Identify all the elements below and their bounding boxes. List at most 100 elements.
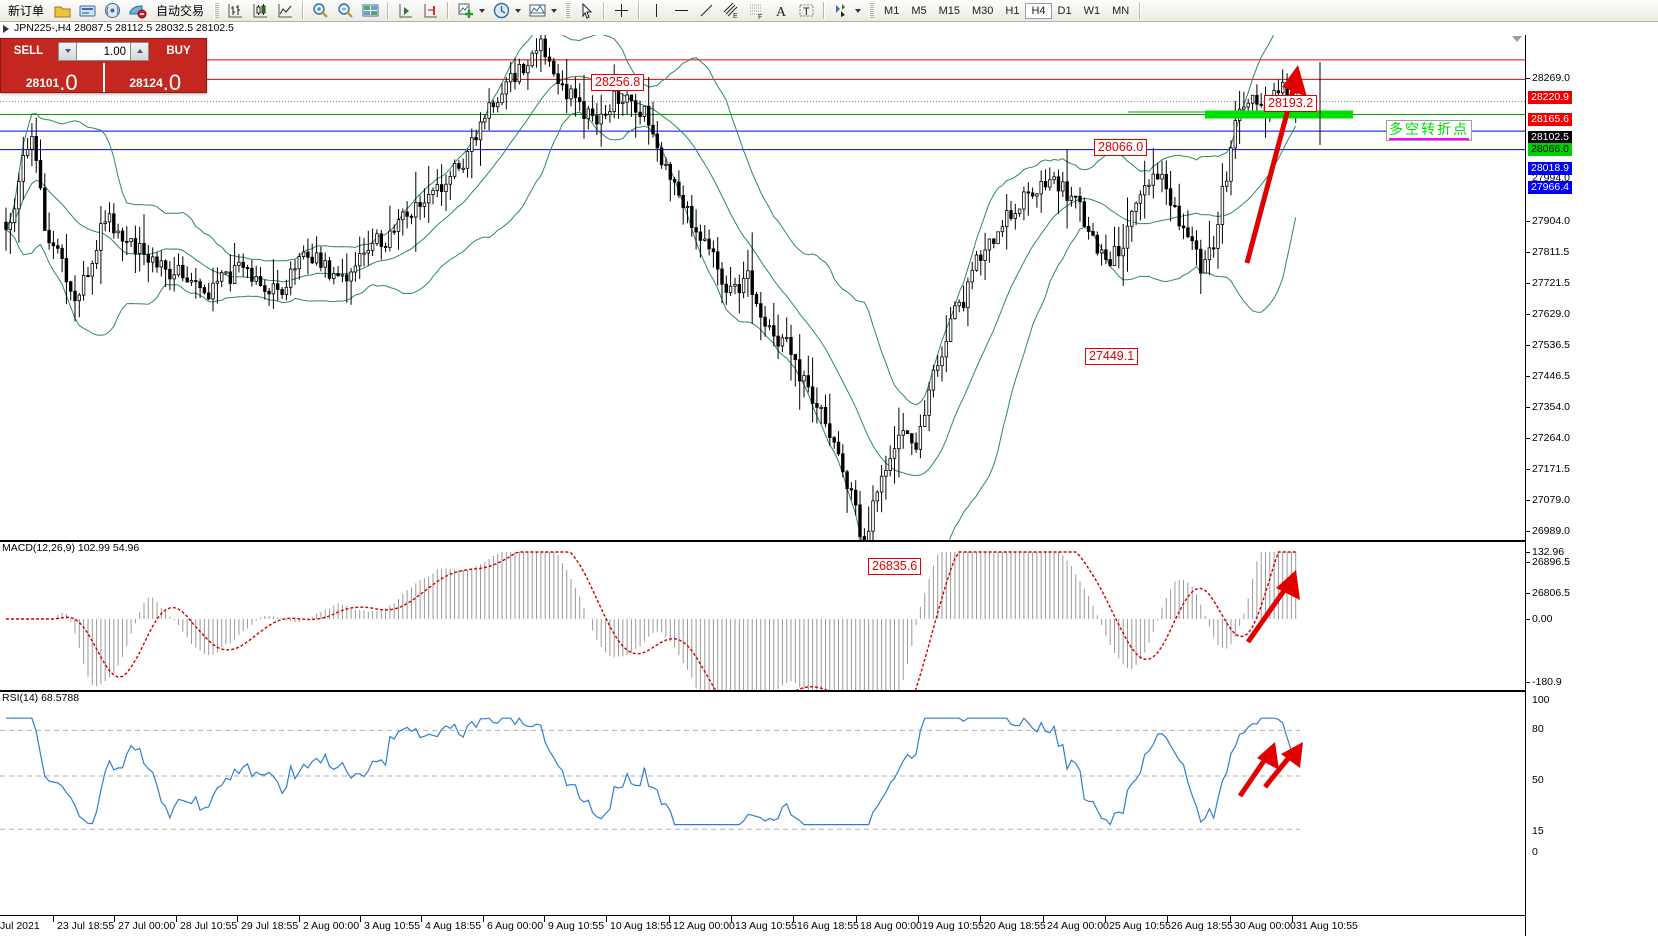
- pane-separator-1[interactable]: [0, 540, 1658, 542]
- folder-icon[interactable]: [50, 1, 75, 21]
- templates-dropdown-caret[interactable]: [551, 8, 558, 13]
- price-tag-28193[interactable]: 28193.2: [1264, 95, 1318, 112]
- price-scale-label: 27264.0: [1532, 432, 1570, 444]
- price-tag-28066[interactable]: 28066.0: [1094, 139, 1148, 156]
- timeframe-mn[interactable]: MN: [1112, 4, 1130, 17]
- price-scale-label: 26806.5: [1532, 587, 1570, 599]
- timeframe-h4[interactable]: H4: [1025, 2, 1052, 19]
- autotrading-icon[interactable]: [125, 1, 150, 21]
- buy-button[interactable]: BUY: [166, 45, 191, 57]
- timeframe-m15[interactable]: M15: [938, 4, 960, 17]
- shapes-icon[interactable]: [829, 1, 854, 21]
- templates-icon[interactable]: [525, 1, 550, 21]
- macd-scale-label: -180.9: [1532, 676, 1562, 688]
- pane-separator-2[interactable]: [0, 690, 1658, 692]
- volume-decrease-button[interactable]: [58, 41, 77, 61]
- fibonacci-icon[interactable]: F: [744, 1, 769, 21]
- trendline-icon[interactable]: [694, 1, 719, 21]
- buy-price[interactable]: 28124.0: [129, 70, 182, 95]
- chart-area[interactable]: MACD(12,26,9) 102.99 54.96 RSI(14) 68.57…: [0, 35, 1658, 936]
- toolbar-grip-1[interactable]: [214, 2, 220, 19]
- volume-increase-button[interactable]: [130, 41, 149, 61]
- price-scale-label: 27171.5: [1532, 463, 1570, 475]
- volume-stepper[interactable]: 1.00: [58, 41, 149, 61]
- toolbar-divider-1: [302, 2, 305, 19]
- timeframe-m30[interactable]: M30: [972, 4, 994, 17]
- svg-text:E: E: [733, 13, 738, 20]
- zoom-out-icon[interactable]: [333, 1, 358, 21]
- macd-pane[interactable]: MACD(12,26,9) 102.99 54.96: [0, 542, 1658, 690]
- cursor-icon[interactable]: [574, 1, 599, 21]
- text-icon[interactable]: A: [769, 1, 794, 21]
- terminal-icon[interactable]: [75, 1, 100, 21]
- price-scale-highlight: 28220.9: [1528, 91, 1572, 104]
- macd-scale-label: 132.96: [1532, 546, 1565, 558]
- symbol-info-bar: JPN225-,H4 28087.5 28112.5 28032.5 28102…: [0, 22, 1658, 35]
- sell-price[interactable]: 28101.0: [1, 63, 105, 95]
- price-tag-28256[interactable]: 28256.8: [591, 74, 645, 91]
- chart-expand-icon[interactable]: [3, 25, 9, 33]
- signals-icon[interactable]: [100, 1, 125, 21]
- equidistant-channel-icon[interactable]: E: [719, 1, 744, 21]
- rsi-indicator-label: RSI(14) 68.5788: [2, 692, 80, 704]
- price-tag-26835[interactable]: 26835.6: [868, 558, 922, 575]
- time-axis-label: 24 Aug 00:00: [1047, 920, 1109, 932]
- time-axis-label: 26 Aug 18:55: [1171, 920, 1233, 932]
- svg-text:T: T: [803, 6, 810, 18]
- rsi-pane[interactable]: RSI(14) 68.5788: [0, 692, 1658, 916]
- autotrading-label[interactable]: 自动交易: [156, 4, 205, 18]
- price-scale-label: 27079.0: [1532, 494, 1570, 506]
- candlestick-chart-icon[interactable]: [248, 1, 273, 21]
- horizontal-line-icon[interactable]: [669, 1, 694, 21]
- price-scale-label: 27354.0: [1532, 401, 1570, 413]
- macd-chart-svg[interactable]: [0, 542, 1525, 690]
- bar-chart-icon[interactable]: [223, 1, 248, 21]
- time-axis-label: 4 Aug 18:55: [425, 920, 482, 932]
- indicators-dropdown-caret[interactable]: [479, 8, 486, 13]
- toolbar-divider-5: [638, 2, 641, 19]
- period-icon[interactable]: [489, 1, 514, 21]
- zoom-in-icon[interactable]: [308, 1, 333, 21]
- time-axis-label: 2 Aug 00:00: [303, 920, 360, 932]
- timeframe-w1[interactable]: W1: [1083, 4, 1101, 17]
- price-pane[interactable]: [0, 35, 1658, 540]
- timeframe-m1[interactable]: M1: [884, 4, 900, 17]
- period-dropdown-caret[interactable]: [515, 8, 522, 13]
- line-chart-icon[interactable]: [273, 1, 298, 21]
- rsi-chart-svg[interactable]: [0, 692, 1525, 916]
- time-axis-label: 6 Aug 00:00: [487, 920, 544, 932]
- symbol-info-text: JPN225-,H4 28087.5 28112.5 28032.5 28102…: [14, 22, 234, 34]
- chart-scroll-indicator[interactable]: [1512, 36, 1522, 42]
- price-scale-highlight: 28102.5: [1528, 131, 1572, 144]
- toolbar-divider-3: [447, 2, 450, 19]
- chinese-annotation-note[interactable]: 多空转折点: [1386, 120, 1472, 141]
- time-axis[interactable]: Jul 2021 23 Jul 18:55 27 Jul 00:00 28 Jul 1…: [0, 915, 1525, 936]
- sell-button[interactable]: SELL: [13, 45, 44, 57]
- crosshair-icon[interactable]: [609, 1, 634, 21]
- time-axis-label: 18 Aug 00:00: [860, 920, 922, 932]
- text-label-icon[interactable]: T: [794, 1, 819, 21]
- one-click-trading-panel[interactable]: SELL 1.00 BUY 28101.0 28124.0: [0, 38, 207, 95]
- timeframe-d1[interactable]: D1: [1057, 4, 1072, 17]
- timeframe-m5[interactable]: M5: [911, 4, 927, 17]
- volume-input[interactable]: 1.00: [77, 41, 130, 61]
- scroll-end-icon[interactable]: [393, 1, 418, 21]
- main-toolbar[interactable]: 新订单 自动交易: [0, 0, 1658, 22]
- vertical-line-icon[interactable]: [644, 1, 669, 21]
- price-scale[interactable]: 28269.0 27904.0 27811.5 27721.5 27629.0 27536…: [1525, 35, 1658, 936]
- svg-text:A: A: [776, 5, 787, 20]
- toolbar-grip-2[interactable]: [565, 2, 571, 19]
- price-scale-label: 26896.5: [1532, 556, 1570, 568]
- shapes-dropdown-caret[interactable]: [855, 8, 862, 13]
- price-scale-highlight: 28018.9: [1528, 162, 1572, 175]
- indicators-icon[interactable]: [453, 1, 478, 21]
- toolbar-grip-3[interactable]: [869, 2, 875, 19]
- price-chart-svg[interactable]: [0, 35, 1525, 540]
- data-window-icon[interactable]: [358, 1, 383, 21]
- chart-shift-icon[interactable]: [418, 1, 443, 21]
- time-axis-label: 31 Aug 10:55: [1296, 920, 1358, 932]
- timeframe-h1[interactable]: H1: [1005, 4, 1020, 17]
- price-tag-27449[interactable]: 27449.1: [1085, 348, 1139, 365]
- new-order-button[interactable]: 新订单: [8, 4, 45, 18]
- price-scale-highlight: 28165.6: [1528, 113, 1572, 126]
